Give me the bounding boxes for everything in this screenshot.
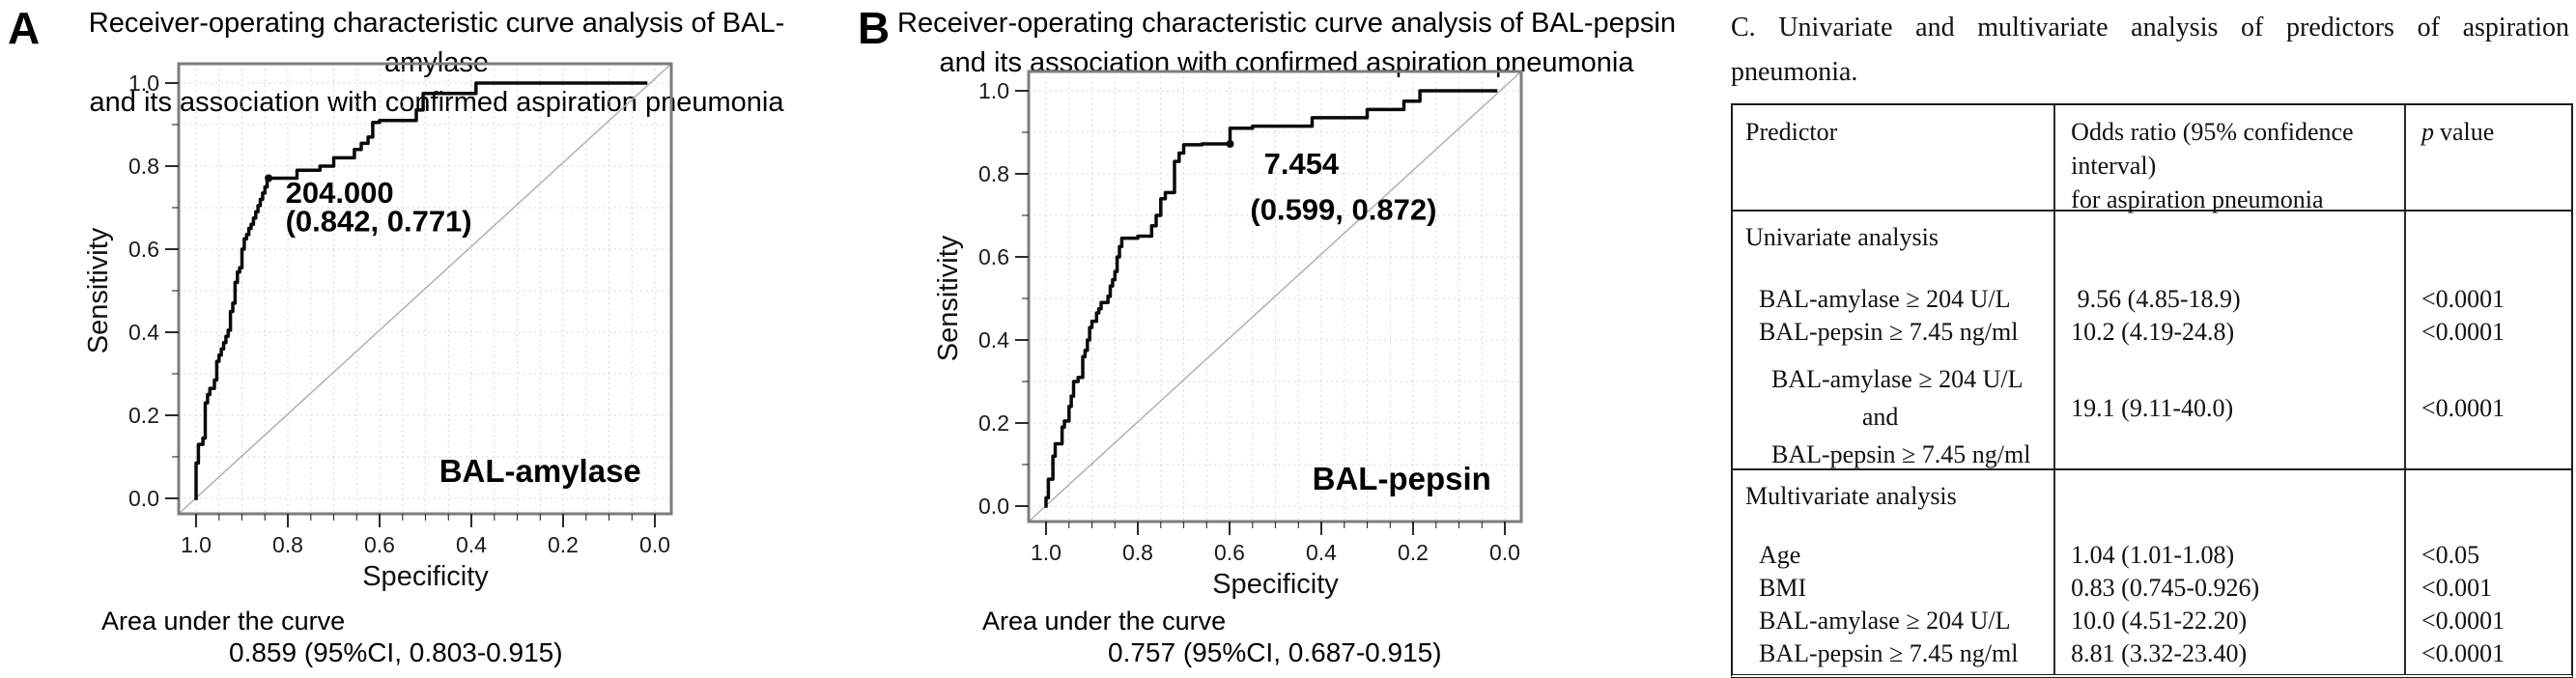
panel-label-a: A <box>8 3 41 53</box>
table-row-p-value: <0.0001 <box>2420 318 2505 346</box>
x-tick-label: 0.8 <box>272 532 303 557</box>
table-row-predictor: BAL-amylase ≥ 204 U/L <box>1733 283 2056 316</box>
empty-cell <box>2055 212 2406 258</box>
cutoff-annotation-line2: (0.842, 0.771) <box>286 205 472 239</box>
empty-cell <box>2055 670 2406 674</box>
table-row-predictor: Age <box>1733 539 2056 572</box>
x-tick-label: 0.8 <box>1122 540 1153 565</box>
x-tick-label: 0.2 <box>548 532 579 557</box>
table-row-p-value: <0.0001 <box>2420 394 2505 422</box>
table-row-predictor-combined: BAL-amylase ≥ 204 U/L and BAL-pepsin ≥ 7… <box>1733 349 2056 468</box>
table-row-odds-ratio: 8.81 (3.32-23.40) <box>2055 637 2406 670</box>
y-tick-label: 0.0 <box>978 494 1009 519</box>
x-tick-label: 0.6 <box>1214 540 1245 565</box>
empty-cell <box>1733 670 2056 674</box>
table-row-p-value: <0.0001 <box>2420 607 2505 635</box>
table-row-odds-ratio: 10.2 (4.19-24.8) <box>2055 316 2406 349</box>
empty-cell <box>1733 515 2056 539</box>
table-caption-line2: pneumonia. <box>1731 57 1858 87</box>
empty-cell <box>2055 515 2406 539</box>
roc-chart-bal-amylase: 0.0 0.2 0.4 0.6 0.8 1.0 1.0 0.8 0.6 0.4 0.2 0.0 Sens… <box>83 62 673 592</box>
cutoff-annotation-line1: 204.000 <box>286 176 394 210</box>
header-cell-p-value: p value <box>2405 105 2571 212</box>
table-row-odds-ratio: 9.56 (4.85-18.9) <box>2055 283 2406 316</box>
empty-cell <box>1733 258 2056 283</box>
panel-b-title: Receiver-operating characteristic curve … <box>891 4 1683 83</box>
x-tick-label: 0.4 <box>456 532 487 557</box>
section-label-multivariate: Multivariate analysis <box>1733 468 2056 515</box>
empty-cell <box>2406 212 2571 258</box>
y-tick-label: 0.2 <box>978 410 1009 436</box>
cutoff-annotation-line2: (0.599, 0.872) <box>1250 192 1436 226</box>
header-cell-predictor: Predictor <box>1733 105 2056 212</box>
y-tick-label: 0.2 <box>128 403 159 428</box>
cutoff-point <box>1226 140 1234 148</box>
empty-cell <box>2406 670 2571 674</box>
empty-cell <box>2406 258 2571 283</box>
panel-b-title-line1: Receiver-operating characteristic curve … <box>897 8 1676 39</box>
table-row-predictor: BAL-amylase ≥ 204 U/L <box>1733 605 2056 637</box>
panel-a-title: Receiver-operating characteristic curve … <box>41 4 833 123</box>
table-row-odds-ratio: 10.0 (4.51-22.20) <box>2055 605 2406 637</box>
cutoff-point <box>265 174 273 183</box>
predictor-table: Predictor Odds ratio (95% confidence int… <box>1731 103 2573 678</box>
empty-cell <box>2406 515 2571 539</box>
x-tick-label: 0.2 <box>1398 540 1429 565</box>
table-caption: C. Univariate and multivariate analysis … <box>1731 6 2569 95</box>
x-axis-label: Specificity <box>362 561 489 592</box>
panel-label-b: B <box>858 3 891 53</box>
y-axis-label: Sensitivity <box>933 235 964 361</box>
section-label-univariate: Univariate analysis <box>1733 212 2056 258</box>
table-caption-line1: C. Univariate and multivariate analysis … <box>1731 13 2569 42</box>
y-tick-label: 1.0 <box>128 71 159 96</box>
roc-curve <box>194 81 648 500</box>
y-tick-label: 0.8 <box>978 161 1009 186</box>
x-tick-label: 0.0 <box>1489 540 1520 565</box>
header-cell-odds-ratio: Odds ratio (95% confidence interval) for… <box>2055 105 2406 213</box>
empty-cell <box>2055 258 2406 283</box>
y-tick-label: 0.6 <box>128 237 159 262</box>
table-row-p-value: <0.0001 <box>2420 639 2505 667</box>
table-row-odds-ratio: 0.83 (0.745-0.926) <box>2055 572 2406 605</box>
x-tick-label: 1.0 <box>1031 540 1062 565</box>
curve-name-label: BAL-amylase <box>439 453 641 489</box>
roc-curve <box>1044 89 1498 508</box>
auc-label-a: Area under the curve <box>101 607 346 636</box>
curve-name-label: BAL-pepsin <box>1313 461 1491 496</box>
x-tick-label: 0.4 <box>1306 540 1337 565</box>
table-row-predictor: BAL-pepsin ≥ 7.45 ng/ml <box>1733 316 2056 349</box>
cutoff-annotation-line1: 7.454 <box>1264 147 1340 181</box>
empty-cell <box>2055 468 2406 515</box>
auc-value-b: 0.757 (95%CI, 0.687-0.915) <box>1108 637 1442 667</box>
y-tick-label: 0.6 <box>978 244 1009 269</box>
x-tick-label: 0.0 <box>639 532 670 557</box>
x-axis-label: Specificity <box>1212 569 1339 600</box>
panel-c-predictor-table: C. Univariate and multivariate analysis … <box>1729 0 2576 678</box>
y-tick-label: 1.0 <box>978 78 1009 103</box>
x-tick-label: 0.6 <box>364 532 395 557</box>
table-row-predictor: BAL-pepsin ≥ 7.45 ng/ml <box>1733 637 2056 670</box>
empty-cell <box>2405 468 2571 515</box>
roc-chart-bal-pepsin: 0.0 0.2 0.4 0.6 0.8 1.0 1.0 0.8 0.6 0.4 0.2 0.0 Sens… <box>933 70 1523 600</box>
y-tick-label: 0.4 <box>978 327 1009 353</box>
table-row-p-value: <0.001 <box>2420 574 2493 602</box>
x-tick-label: 1.0 <box>181 532 212 557</box>
panel-b-roc-bal-pepsin: B Receiver-operating characteristic curv… <box>850 0 1700 678</box>
panel-a-roc-bal-amylase: A Receiver-operating characteristic curv… <box>0 0 850 678</box>
y-axis-label: Sensitivity <box>83 227 114 353</box>
y-tick-label: 0.0 <box>128 486 159 511</box>
y-tick-label: 0.8 <box>128 154 159 179</box>
table-row-predictor: BMI <box>1733 572 2056 605</box>
reference-diagonal-line <box>178 63 672 515</box>
reference-diagonal-line <box>1028 71 1522 523</box>
auc-label-b: Area under the curve <box>982 607 1227 636</box>
table-row-p-value: <0.0001 <box>2420 285 2505 313</box>
auc-value-a: 0.859 (95%CI, 0.803-0.915) <box>229 637 563 667</box>
table-row-odds-ratio: 19.1 (9.11-40.0) <box>2055 349 2406 468</box>
table-row-p-value: <0.05 <box>2420 541 2480 569</box>
y-tick-label: 0.4 <box>128 320 159 345</box>
panel-b-title-line2: and its association with confirmed aspir… <box>939 47 1634 78</box>
table-row-odds-ratio: 1.04 (1.01-1.08) <box>2055 539 2406 572</box>
